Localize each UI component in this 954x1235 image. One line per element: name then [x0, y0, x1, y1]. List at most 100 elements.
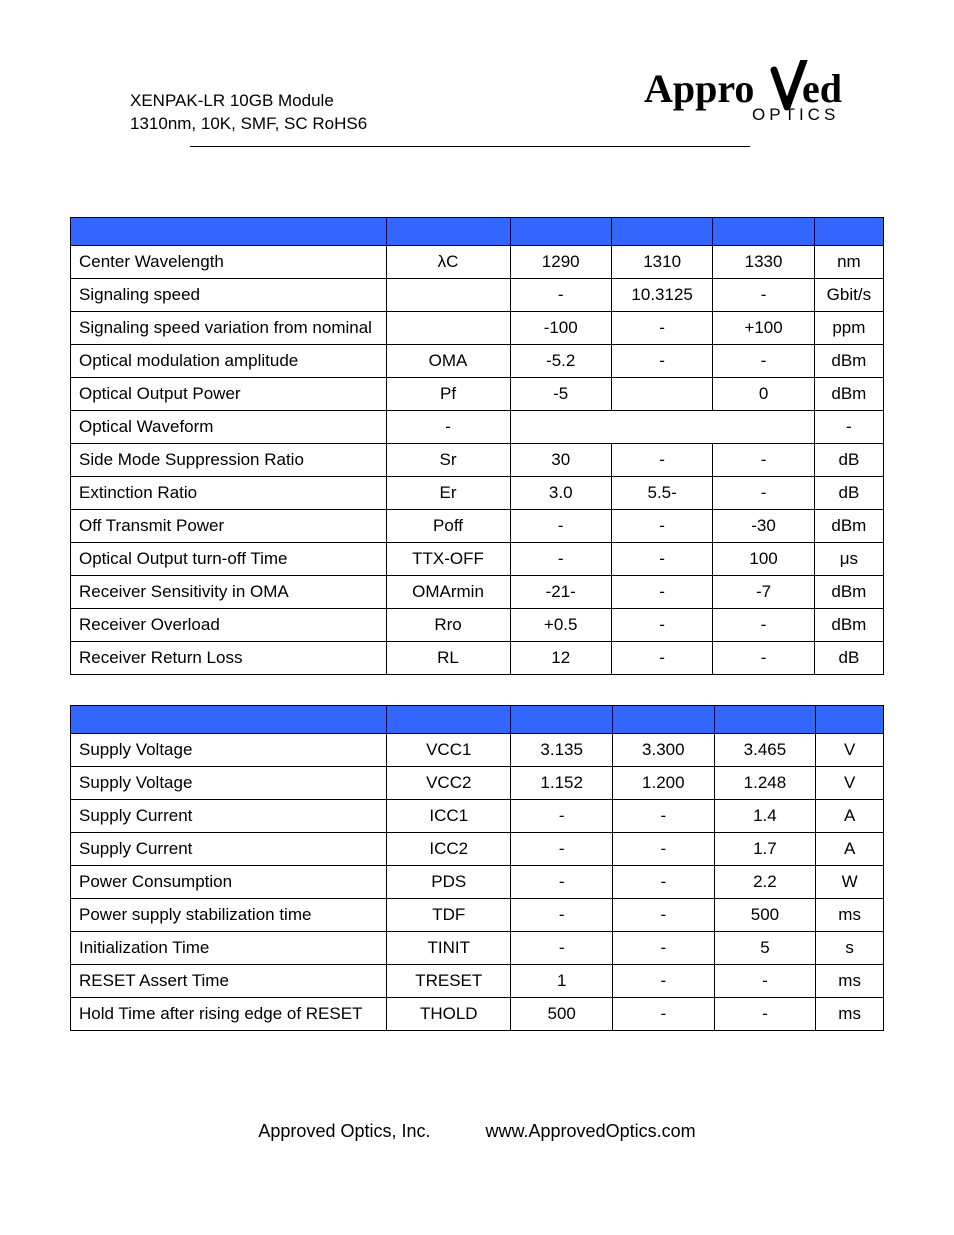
- cell-parameter: RESET Assert Time: [71, 964, 387, 997]
- cell-typ: -: [612, 931, 714, 964]
- cell-unit: dB: [814, 476, 883, 509]
- table-row: Center WavelengthλC129013101330nm: [71, 245, 884, 278]
- cell-max: 3.465: [714, 733, 816, 766]
- cell-max: -: [713, 344, 814, 377]
- cell-max: 5: [714, 931, 816, 964]
- cell-min: -: [511, 832, 613, 865]
- cell-max: 0: [713, 377, 814, 410]
- optical-spec-table: Center WavelengthλC129013101330nmSignali…: [70, 217, 884, 675]
- table-row: Optical modulation amplitudeOMA-5.2--dBm: [71, 344, 884, 377]
- cell-unit: V: [816, 766, 884, 799]
- cell-min: -21-: [510, 575, 611, 608]
- col-parameter: [71, 705, 387, 733]
- cell-unit: dBm: [814, 509, 883, 542]
- cell-min: 1: [511, 964, 613, 997]
- cell-symbol: ICC1: [387, 799, 511, 832]
- cell-min: -100: [510, 311, 611, 344]
- cell-symbol: OMA: [386, 344, 510, 377]
- cell-unit: s: [816, 931, 884, 964]
- cell-min: -5.2: [510, 344, 611, 377]
- page: XENPAK-LR 10GB Module 1310nm, 10K, SMF, …: [0, 0, 954, 1202]
- cell-max: +100: [713, 311, 814, 344]
- cell-parameter: Signaling speed variation from nominal: [71, 311, 387, 344]
- cell-typ: 3.300: [612, 733, 714, 766]
- cell-parameter: Supply Voltage: [71, 766, 387, 799]
- cell-symbol: ICC2: [387, 832, 511, 865]
- cell-typ: [611, 377, 712, 410]
- cell-min: 1290: [510, 245, 611, 278]
- cell-symbol: [386, 278, 510, 311]
- cell-typ: -: [611, 311, 712, 344]
- cell-typ: -: [611, 443, 712, 476]
- cell-parameter: Receiver Return Loss: [71, 641, 387, 674]
- cell-typ: -: [612, 865, 714, 898]
- cell-typ: -: [612, 832, 714, 865]
- cell-unit: dBm: [814, 377, 883, 410]
- col-typ: [611, 217, 712, 245]
- cell-min: -5: [510, 377, 611, 410]
- cell-min: 12: [510, 641, 611, 674]
- cell-unit: μs: [814, 542, 883, 575]
- cell-parameter: Optical Output turn-off Time: [71, 542, 387, 575]
- cell-unit: nm: [814, 245, 883, 278]
- col-max: [713, 217, 814, 245]
- table-header-row: [71, 217, 884, 245]
- table-row: Power supply stabilization timeTDF--500m…: [71, 898, 884, 931]
- cell-max: 1.7: [714, 832, 816, 865]
- cell-parameter: Power supply stabilization time: [71, 898, 387, 931]
- cell-unit: A: [816, 832, 884, 865]
- cell-symbol: TDF: [387, 898, 511, 931]
- table-row: Side Mode Suppression RatioSr30--dB: [71, 443, 884, 476]
- cell-max: -: [713, 443, 814, 476]
- approved-optics-logo: Appro ed OPTICS: [644, 60, 884, 130]
- cell-unit: dB: [814, 443, 883, 476]
- col-unit: [816, 705, 884, 733]
- cell-min: -: [510, 278, 611, 311]
- cell-min: -: [511, 865, 613, 898]
- cell-max: -30: [713, 509, 814, 542]
- cell-max: -: [713, 476, 814, 509]
- cell-symbol: -: [386, 410, 510, 443]
- svg-text:Appro: Appro: [644, 66, 754, 111]
- cell-max: 100: [713, 542, 814, 575]
- cell-typ: 1310: [611, 245, 712, 278]
- cell-typ: -: [612, 799, 714, 832]
- cell-typ: -: [612, 997, 714, 1030]
- table-row: Receiver Sensitivity in OMAOMArmin-21---…: [71, 575, 884, 608]
- col-typ: [612, 705, 714, 733]
- cell-unit: A: [816, 799, 884, 832]
- col-unit: [814, 217, 883, 245]
- cell-parameter: Receiver Sensitivity in OMA: [71, 575, 387, 608]
- product-title-line1: XENPAK-LR 10GB Module: [130, 90, 367, 113]
- table-row: Off Transmit PowerPoff---30dBm: [71, 509, 884, 542]
- cell-unit: Gbit/s: [814, 278, 883, 311]
- cell-parameter: Power Consumption: [71, 865, 387, 898]
- table-header-row: [71, 705, 884, 733]
- table-row: Receiver OverloadRro+0.5--dBm: [71, 608, 884, 641]
- cell-parameter: Side Mode Suppression Ratio: [71, 443, 387, 476]
- cell-unit: dBm: [814, 608, 883, 641]
- cell-symbol: VCC1: [387, 733, 511, 766]
- cell-parameter: Optical modulation amplitude: [71, 344, 387, 377]
- footer-url: www.ApprovedOptics.com: [486, 1121, 696, 1141]
- cell-min: 30: [510, 443, 611, 476]
- cell-parameter: Signaling speed: [71, 278, 387, 311]
- cell-parameter: Supply Current: [71, 832, 387, 865]
- cell-min: 3.135: [511, 733, 613, 766]
- cell-typ: -: [612, 964, 714, 997]
- page-footer: Approved Optics, Inc. www.ApprovedOptics…: [70, 1121, 884, 1142]
- cell-max: -: [713, 641, 814, 674]
- cell-typ: -: [611, 509, 712, 542]
- cell-symbol: Pf: [386, 377, 510, 410]
- cell-symbol: TTX-OFF: [386, 542, 510, 575]
- table-row: Hold Time after rising edge of RESETTHOL…: [71, 997, 884, 1030]
- cell-parameter: Receiver Overload: [71, 608, 387, 641]
- cell-unit: ms: [816, 997, 884, 1030]
- cell-parameter: Off Transmit Power: [71, 509, 387, 542]
- cell-unit: V: [816, 733, 884, 766]
- cell-min: -: [510, 542, 611, 575]
- cell-min: +0.5: [510, 608, 611, 641]
- table-row: Signaling speed-10.3125-Gbit/s: [71, 278, 884, 311]
- cell-unit: W: [816, 865, 884, 898]
- table-row: Supply VoltageVCC13.1353.3003.465V: [71, 733, 884, 766]
